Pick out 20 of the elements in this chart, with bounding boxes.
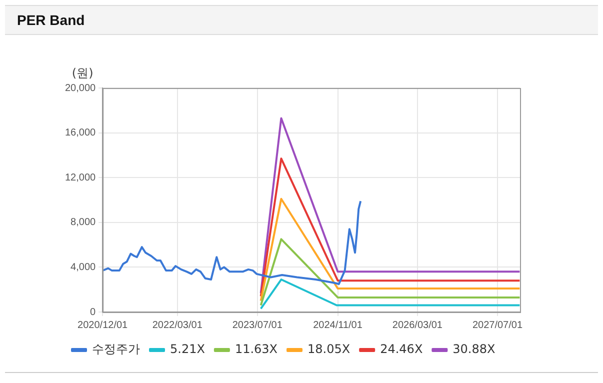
legend-label: 18.05X (308, 342, 350, 356)
legend-label: 24.46X (380, 342, 423, 356)
y-axis-title: (원) (72, 66, 94, 80)
y-tick-label: 8,000 (70, 217, 96, 228)
legend-label: 5.21X (170, 342, 205, 356)
y-tick-label: 12,000 (64, 172, 96, 184)
legend-label: 수정주가 (92, 342, 140, 356)
x-tick-label: 2020/12/01 (78, 320, 128, 331)
x-tick-label: 2026/03/01 (392, 320, 443, 331)
x-tick-label: 2024/11/01 (313, 320, 363, 331)
x-tick-label: 2023/07/01 (232, 320, 283, 331)
y-tick-label: 4,000 (70, 262, 96, 273)
y-tick-label: 16,000 (64, 128, 96, 139)
legend-label: 11.63X (234, 342, 278, 356)
x-tick-label: 2027/07/01 (472, 320, 523, 331)
y-tick-label: 20,000 (64, 82, 96, 94)
y-tick-label: 0 (90, 306, 96, 318)
chart-title: PER Band (5, 5, 598, 35)
legend-label: 30.88X (452, 342, 496, 356)
x-tick-label: 2022/03/01 (152, 320, 203, 331)
